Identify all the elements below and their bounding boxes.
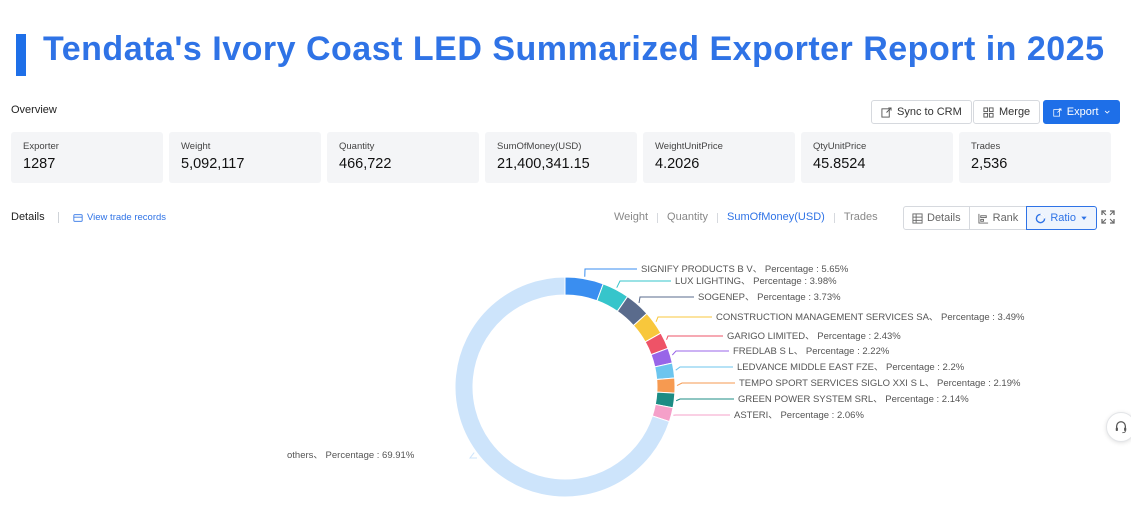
- tab-weight[interactable]: Weight: [614, 211, 649, 223]
- slice-label: others、 Percentage : 69.91%: [287, 450, 415, 461]
- slice-label: SIGNIFY PRODUCTS B V、 Percentage : 5.65%: [641, 264, 849, 275]
- leader-line: [676, 382, 735, 387]
- stat-card-sum-of-money: SumOfMoney(USD) 21,400,341.15: [485, 132, 637, 183]
- leader-line: [584, 268, 637, 277]
- leader-line: [675, 398, 734, 402]
- records-icon: [73, 213, 83, 222]
- export-button[interactable]: Export: [1043, 100, 1120, 124]
- caret-down-icon: [1081, 216, 1087, 220]
- leader-line: [675, 366, 733, 371]
- stat-card-qty-unit-price: QtyUnitPrice 45.8524: [801, 132, 953, 183]
- headset-icon: [1115, 421, 1127, 434]
- donut-slice[interactable]: [454, 276, 671, 498]
- rank-view-button[interactable]: Rank: [968, 206, 1028, 230]
- sync-to-crm-label: Sync to CRM: [897, 106, 962, 118]
- view-trade-records-label: View trade records: [87, 212, 167, 223]
- stat-value: 5,092,117: [181, 156, 245, 172]
- view-trade-records-link[interactable]: View trade records: [73, 212, 166, 223]
- leader-line: [638, 296, 694, 304]
- slice-label: GREEN POWER SYSTEM SRL、 Percentage : 2.1…: [738, 394, 969, 405]
- sync-to-crm-button[interactable]: Sync to CRM: [871, 100, 972, 124]
- slice-label: GARIGO LIMITED、 Percentage : 2.43%: [727, 331, 901, 342]
- slice-label: LEDVANCE MIDDLE EAST FZE、 Percentage : 2…: [737, 362, 965, 373]
- slice-label: FREDLAB S L、 Percentage : 2.22%: [733, 346, 890, 357]
- stat-label: Weight: [181, 141, 211, 152]
- ratio-view-label: Ratio: [1050, 212, 1076, 224]
- divider: [657, 213, 659, 223]
- slice-label: SOGENEP、 Percentage : 3.73%: [698, 292, 841, 303]
- export-label: Export: [1066, 106, 1099, 118]
- rank-view-label: Rank: [992, 212, 1019, 224]
- donut-slice[interactable]: [564, 276, 604, 302]
- merge-button[interactable]: Merge: [973, 100, 1041, 124]
- view-mode-group: Details Rank Ratio: [903, 206, 1097, 230]
- stat-label: Quantity: [339, 141, 375, 152]
- stat-label: Trades: [971, 141, 1001, 152]
- divider: [717, 213, 719, 223]
- chevron-down-icon: [1104, 110, 1110, 114]
- stat-card-trades: Trades 2,536: [959, 132, 1111, 183]
- divider: [58, 212, 59, 223]
- divider: [833, 213, 835, 223]
- rank-icon: [978, 213, 988, 224]
- stat-card-exporter: Exporter 1287: [11, 132, 163, 183]
- stat-label: WeightUnitPrice: [655, 141, 723, 152]
- export-icon: [1053, 107, 1062, 117]
- overview-heading: Overview: [11, 104, 57, 116]
- slice-label: ASTERI、 Percentage : 2.06%: [734, 410, 864, 421]
- page-title: Tendata's Ivory Coast LED Summarized Exp…: [43, 30, 1105, 68]
- tab-quantity[interactable]: Quantity: [667, 211, 709, 223]
- leader-line: [616, 280, 671, 288]
- ratio-icon: [1036, 213, 1046, 223]
- stat-label: QtyUnitPrice: [813, 141, 867, 152]
- stat-value: 45.8524: [813, 156, 866, 172]
- tab-trades[interactable]: Trades: [843, 211, 878, 223]
- stat-label: Exporter: [23, 141, 59, 152]
- leader-line: [655, 316, 712, 322]
- ratio-view-button[interactable]: Ratio: [1026, 206, 1097, 230]
- fullscreen-icon[interactable]: [1101, 210, 1115, 224]
- stat-value: 466,722: [339, 156, 392, 172]
- stat-value: 4.2026: [655, 156, 700, 172]
- details-view-label: Details: [927, 212, 961, 224]
- details-view-button[interactable]: Details: [903, 206, 970, 230]
- leader-line: [666, 335, 723, 340]
- stat-value: 1287: [23, 156, 56, 172]
- overview-stats: Exporter 1287 Weight 5,092,117 Quantity …: [11, 132, 1111, 183]
- leader-line: [671, 350, 729, 356]
- stat-card-weight-unit-price: WeightUnitPrice 4.2026: [643, 132, 795, 183]
- stat-card-quantity: Quantity 466,722: [327, 132, 479, 183]
- donut-slice[interactable]: [656, 377, 676, 394]
- slice-label: CONSTRUCTION MANAGEMENT SERVICES SA、 Per…: [716, 312, 1025, 323]
- stat-value: 21,400,341.15: [497, 156, 590, 172]
- slice-label: TEMPO SPORT SERVICES SIGLO XXI S L、 Perc…: [739, 378, 1021, 389]
- merge-icon: [983, 106, 994, 118]
- stat-value: 2,536: [971, 156, 1008, 172]
- sync-icon: [881, 106, 892, 118]
- ratio-donut-chart: SIGNIFY PRODUCTS B V、 Percentage : 5.65%…: [287, 264, 1025, 498]
- metric-tabs: Weight Quantity SumOfMoney(USD) Trades: [614, 211, 878, 223]
- merge-label: Merge: [999, 106, 1031, 118]
- stat-card-weight: Weight 5,092,117: [169, 132, 321, 183]
- leader-line: [468, 452, 477, 459]
- table-icon: [912, 212, 923, 224]
- tab-sum-of-money[interactable]: SumOfMoney(USD): [727, 211, 825, 223]
- title-accent-bar: [16, 34, 26, 76]
- stat-label: SumOfMoney(USD): [497, 141, 582, 152]
- customer-support-button[interactable]: [1106, 412, 1131, 442]
- slice-label: LUX LIGHTING、 Percentage : 3.98%: [675, 276, 837, 287]
- details-heading: Details: [11, 211, 45, 223]
